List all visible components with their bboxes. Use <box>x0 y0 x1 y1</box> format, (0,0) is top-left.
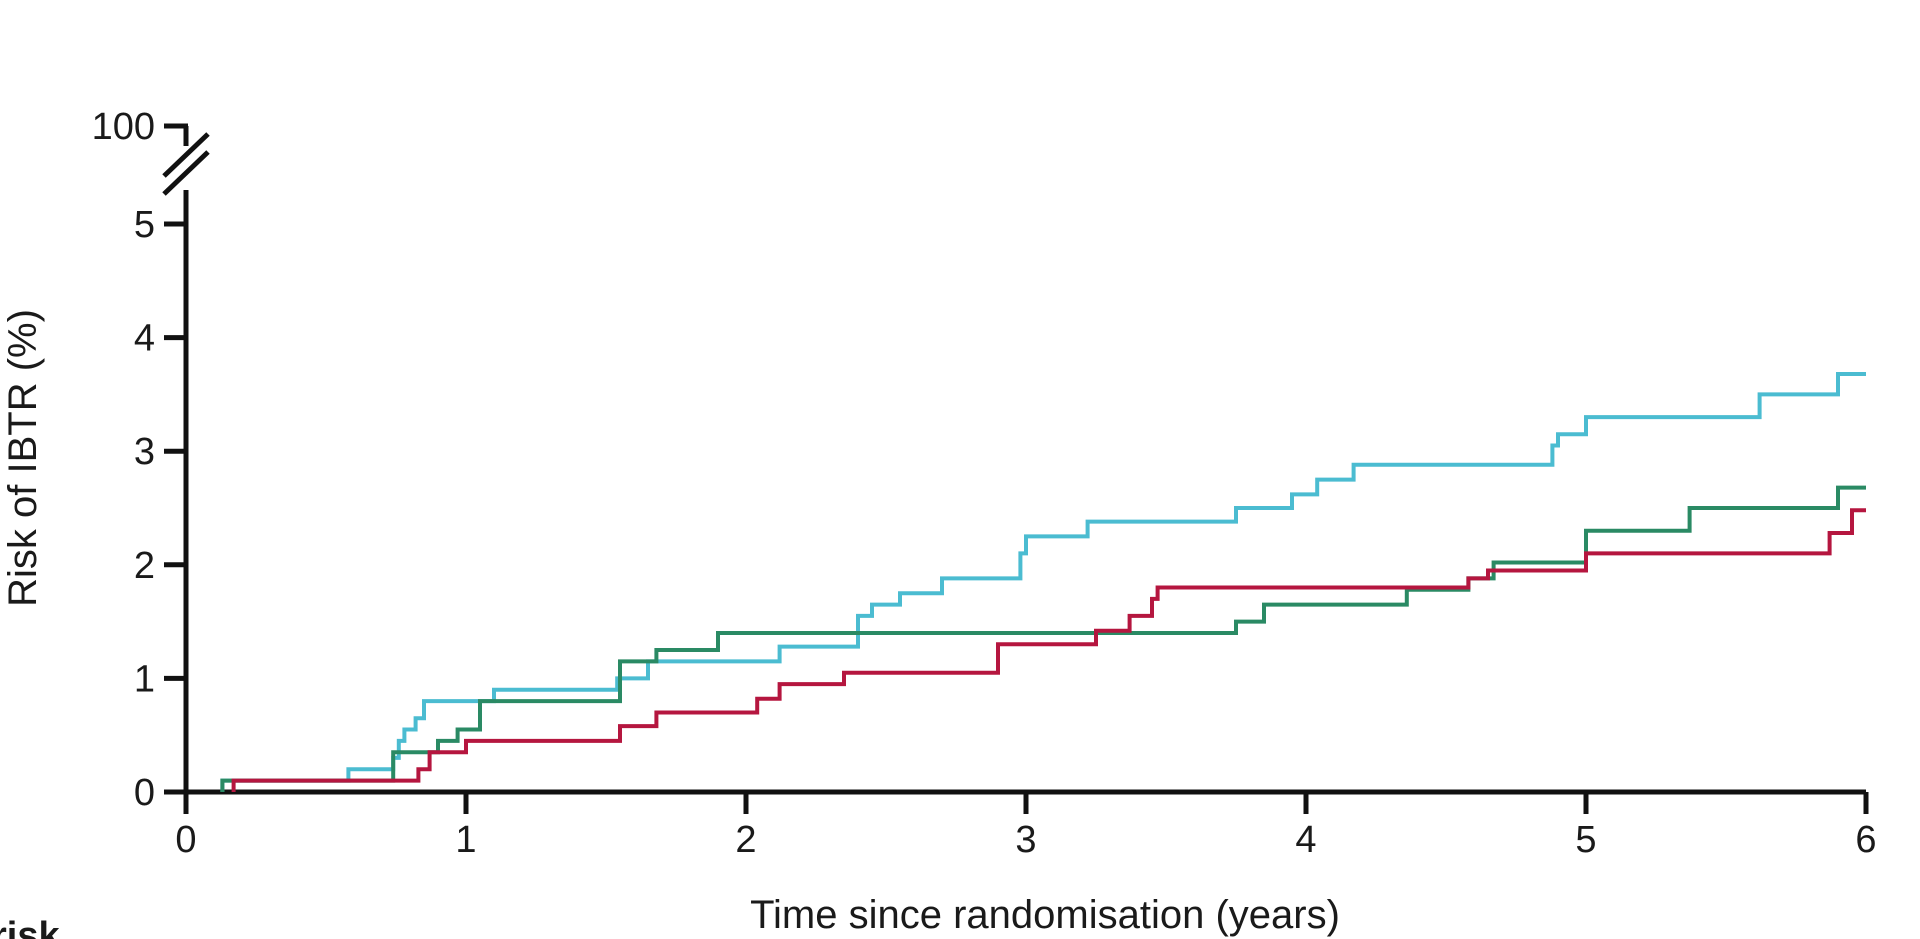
y-tick-label: 4 <box>134 318 155 360</box>
x-tick-label: 4 <box>1295 819 1316 861</box>
x-tick-label: 5 <box>1575 819 1596 861</box>
axes: 100 0 1 2 3 4 5 0 1 2 3 4 5 6 <box>92 106 1877 861</box>
y-tick-label-100: 100 <box>92 106 155 148</box>
x-axis-title: Time since randomisation (years) <box>750 893 1340 937</box>
x-tick-label: 6 <box>1855 819 1876 861</box>
x-tick-label: 3 <box>1015 819 1036 861</box>
series-1-step-line <box>220 372 1866 792</box>
footer-cut-label: risk <box>0 915 60 939</box>
x-tick-label: 2 <box>735 819 756 861</box>
series-layer <box>220 372 1866 792</box>
y-axis-title: Risk of IBTR (%) <box>1 309 45 607</box>
x-tick-label: 0 <box>175 819 196 861</box>
series-2-step-line <box>220 485 1866 792</box>
x-tick-label: 1 <box>455 819 476 861</box>
y-axis-break-mark <box>162 150 210 196</box>
y-tick-label: 3 <box>134 431 155 473</box>
y-tick-label: 5 <box>134 204 155 246</box>
y-tick-label: 1 <box>134 658 155 700</box>
y-tick-label: 0 <box>134 772 155 814</box>
y-tick-label: 2 <box>134 545 155 587</box>
series-3-step-line <box>231 508 1866 792</box>
y-axis-break-mark <box>162 132 210 178</box>
